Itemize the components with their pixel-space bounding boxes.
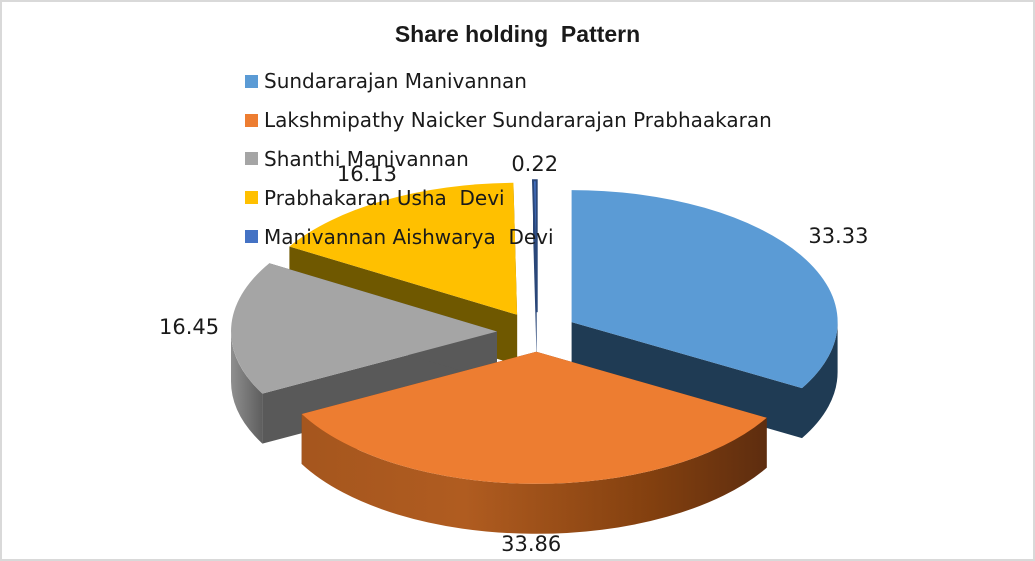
legend-item-prabhakaran-usha-devi[interactable]: Prabhakaran Usha Devi <box>245 178 772 217</box>
data-label-lakshmipathy-prabhaakaran: 33.86 <box>501 532 561 556</box>
data-label-prabhakaran-usha-devi: 16.13 <box>337 162 397 186</box>
legend-item-sundararajan-manivannan[interactable]: Sundararajan Manivannan <box>245 62 772 101</box>
data-label-manivannan-aishwarya-devi: 0.22 <box>511 152 558 176</box>
pie-slice-0[interactable] <box>571 190 838 439</box>
pie-slice-0-top-face[interactable] <box>571 190 838 389</box>
legend-swatch-icon <box>245 74 258 88</box>
legend-item-label: Shanthi Manivannan <box>264 146 469 171</box>
legend-item-manivannan-aishwarya-devi[interactable]: Manivannan Aishwarya Devi <box>245 217 772 256</box>
legend-swatch-icon <box>245 113 258 127</box>
legend-swatch-icon <box>245 230 258 244</box>
pie-slices <box>231 179 838 534</box>
legend-item-label: Sundararajan Manivannan <box>264 69 527 94</box>
legend: Sundararajan Manivannan Lakshmipathy Nai… <box>245 62 772 256</box>
pie-slice-2-front-wall[interactable] <box>231 331 263 444</box>
pie-slice-1-front-wall[interactable] <box>301 414 767 534</box>
legend-item-label: Manivannan Aishwarya Devi <box>264 224 554 249</box>
chart-title: Share holding Pattern <box>394 21 641 47</box>
legend-swatch-icon <box>245 191 258 205</box>
pie-slice-4-top-face[interactable] <box>531 179 538 313</box>
pie-slice-3-top-face[interactable] <box>289 182 518 315</box>
pie-slice-0-front-wall[interactable] <box>802 322 838 439</box>
pie-slice-2-top-face[interactable] <box>231 263 497 394</box>
pie-slice-1-top-face[interactable] <box>301 351 767 484</box>
legend-item-label: Prabhakaran Usha Devi <box>264 185 505 210</box>
data-label-sundararajan-manivannan: 33.33 <box>808 224 868 248</box>
data-label-shanthi-manivannan: 16.45 <box>159 315 219 339</box>
legend-item-label: Lakshmipathy Naicker Sundararajan Prabha… <box>264 108 772 133</box>
pie-slice-0-side-wall[interactable] <box>571 322 802 439</box>
legend-swatch-icon <box>245 152 258 166</box>
legend-item-shanthi-manivannan[interactable]: Shanthi Manivannan <box>245 140 772 179</box>
pie-slice-4[interactable] <box>531 179 538 363</box>
legend-item-lakshmipathy-prabhaakaran[interactable]: Lakshmipathy Naicker Sundararajan Prabha… <box>245 101 772 140</box>
pie-slice-1[interactable] <box>301 351 767 534</box>
